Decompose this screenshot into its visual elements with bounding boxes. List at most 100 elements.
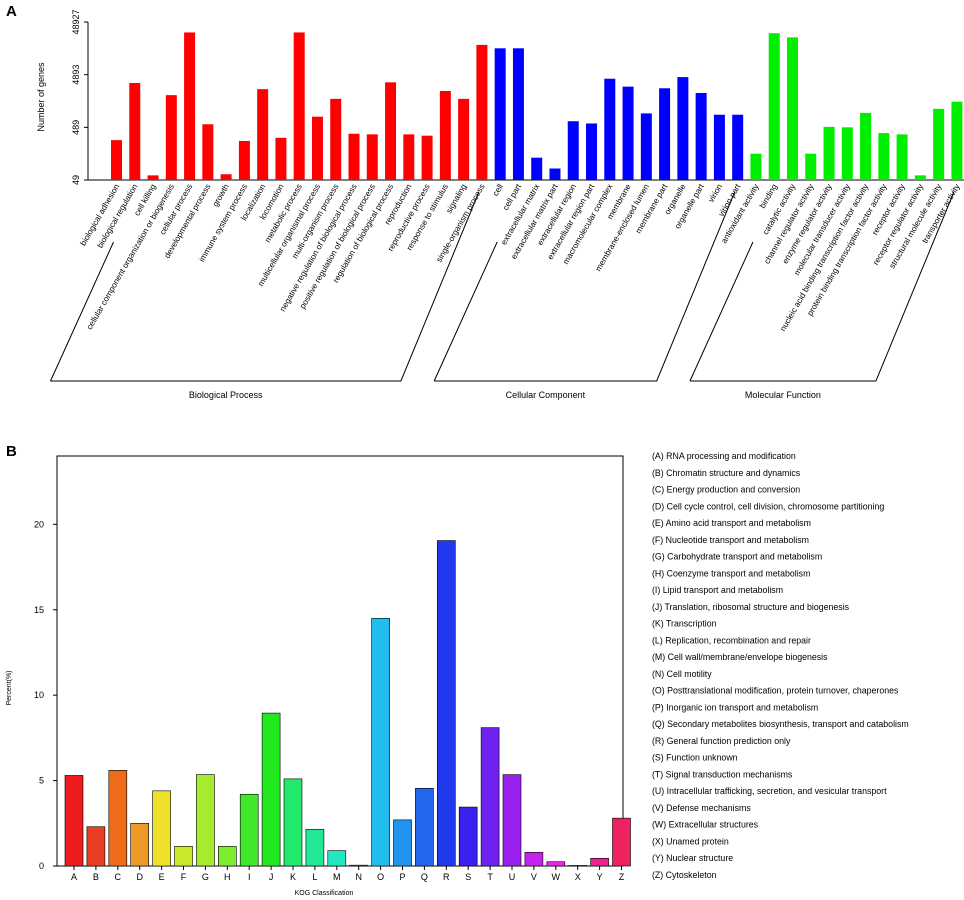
- panel-a-bar: [786, 37, 798, 181]
- panel-a-bar: [311, 116, 323, 180]
- panel-a-bar: [458, 98, 470, 180]
- panel-a-y-tick-label: 4893: [71, 65, 81, 85]
- panel-b-bar: [436, 540, 456, 867]
- panel-a-bar: [275, 137, 287, 180]
- panel-a-group-label: Cellular Component: [506, 390, 586, 400]
- panel-a-bar: [129, 83, 141, 180]
- panel-b-x-tick-label: U: [509, 872, 516, 882]
- panel-a-bar: [403, 134, 415, 180]
- panel-b-kog-chart: B Percent(%) KOG Classification 0 5 10 15 20…: [6, 443, 909, 897]
- panel-b-x-tick-label: Z: [619, 872, 625, 882]
- panel-a-bar: [732, 114, 744, 180]
- panel-a-bar: [421, 135, 433, 180]
- panel-b-legend-entry: (J) Translation, ribosomal structure and…: [652, 602, 850, 612]
- panel-b-bar: [327, 850, 347, 867]
- panel-a-bar: [512, 48, 524, 181]
- panel-b-bar: [546, 861, 566, 867]
- panel-b-bar: [108, 770, 128, 867]
- panel-b-legend-entry: (L) Replication, recombination and repai…: [652, 635, 811, 645]
- panel-b-bar: [174, 846, 193, 867]
- panel-b-legend-entry: (O) Posttranslational modification, prot…: [652, 686, 899, 696]
- panel-b-x-tick-label: H: [224, 872, 231, 882]
- panel-b-x-axis-label: KOG Classification: [295, 890, 354, 897]
- panel-b-legend-entry: (I) Lipid transport and metabolism: [652, 585, 783, 595]
- panel-b-legend-entry: (Y) Nuclear structure: [652, 853, 733, 863]
- panel-b-legend-entry: (W) Extracellular structures: [652, 820, 759, 830]
- panel-b-bar: [568, 865, 588, 867]
- panel-a-x-tick-label: virion: [707, 182, 725, 204]
- panel-b-legend-entry: (C) Energy production and conversion: [652, 485, 800, 495]
- panel-b-bar: [393, 819, 412, 867]
- panel-a-bar: [476, 44, 488, 180]
- panel-a-bar: [951, 101, 963, 180]
- panel-a-y-axis-label: Number of genes: [36, 62, 46, 132]
- panel-a-y-tick-label: 49: [71, 175, 81, 185]
- panel-a-bar: [366, 134, 378, 180]
- panel-b-legend-entry: (G) Carbohydrate transport and metabolis…: [652, 552, 822, 562]
- panel-b-bar: [612, 817, 631, 867]
- panel-a-label: A: [6, 3, 17, 20]
- panel-a-bar: [238, 140, 250, 180]
- panel-a-x-tick-label: cell: [491, 182, 505, 197]
- panel-a-bar: [841, 127, 853, 180]
- panel-a-group-bracket: [50, 191, 480, 382]
- panel-b-x-tick-label: S: [465, 872, 471, 882]
- panel-b-legend-entry: (X) Unamed protein: [652, 836, 729, 846]
- panel-b-bar: [196, 774, 215, 867]
- panel-b-legend-entry: (T) Signal transduction mechanisms: [652, 769, 793, 779]
- panel-a-bar: [385, 82, 397, 180]
- panel-b-bar: [86, 826, 106, 867]
- panel-b-legend-entry: (P) Inorganic ion transport and metaboli…: [652, 702, 818, 712]
- panel-a-bar: [330, 98, 342, 180]
- panel-a-group-bracket: [689, 191, 955, 382]
- panel-a-bar: [677, 77, 689, 180]
- panel-b-bars: [64, 540, 631, 867]
- panel-b-x-tick-label: B: [93, 872, 99, 882]
- panel-b-bar: [64, 775, 84, 867]
- panel-a-y-tick-label: 489: [71, 120, 81, 135]
- panel-b-bar: [371, 617, 390, 867]
- panel-a-group-brackets: Biological Process Cellular Component Mole…: [50, 191, 955, 400]
- panel-a-go-chart: A Number of genes 49 489 4893 48927 biologi…: [6, 3, 964, 400]
- panel-b-x-tick-label: K: [290, 872, 296, 882]
- panel-b-label: B: [6, 443, 17, 460]
- panel-a-bar: [348, 133, 360, 180]
- panel-b-bar: [239, 793, 259, 867]
- panel-b-y-tick-label: 10: [34, 690, 44, 700]
- panel-b-x-tick-label: P: [399, 872, 405, 882]
- panel-b-x-labels: A B C D E F G H I J K L M N O P Q R S T U V W X Y Z: [71, 866, 625, 882]
- panel-b-x-tick-label: J: [269, 872, 274, 882]
- panel-b-y-tick-label: 5: [39, 776, 44, 786]
- panel-b-bar: [152, 790, 171, 867]
- panel-b-legend-entry: (H) Coenzyme transport and metabolism: [652, 568, 810, 578]
- panel-a-bar: [147, 175, 159, 180]
- panel-a-bar: [111, 140, 122, 180]
- panel-b-legend-entry: (E) Amino acid transport and metabolism: [652, 518, 811, 528]
- panel-b-x-tick-label: G: [202, 872, 209, 882]
- panel-b-plot-frame: [56, 455, 624, 867]
- panel-b-legend-entry: (U) Intracellular trafficking, secretion…: [652, 786, 887, 796]
- panel-b-legend-entry: (V) Defense mechanisms: [652, 803, 751, 813]
- panel-a-bar: [713, 114, 725, 180]
- panel-a-x-tick-label: cellular component organization or bioge…: [85, 183, 176, 332]
- panel-b-y-ticks: 0 5 10 15 20: [34, 519, 57, 871]
- panel-b-bar: [590, 858, 609, 867]
- panel-a-group-label: Biological Process: [189, 390, 263, 400]
- panel-b-bar: [349, 864, 369, 867]
- panel-b-x-tick-label: V: [531, 872, 537, 882]
- panel-b-x-tick-label: C: [115, 872, 122, 882]
- panel-b-legend-entry: (D) Cell cycle control, cell division, c…: [652, 501, 884, 511]
- panel-a-bar: [549, 168, 561, 180]
- panel-b-legend-entry: (N) Cell motility: [652, 669, 712, 679]
- panel-b-x-tick-label: Y: [597, 872, 603, 882]
- panel-b-bar: [415, 787, 434, 867]
- panel-a-bar: [220, 174, 232, 180]
- panel-a-bar: [878, 133, 890, 180]
- panel-b-bar: [458, 806, 478, 867]
- panel-b-bar: [502, 774, 522, 867]
- panel-a-bar: [439, 90, 451, 180]
- panel-a-bar: [860, 112, 872, 180]
- panel-a-bar: [896, 134, 908, 180]
- panel-b-bar: [305, 828, 325, 867]
